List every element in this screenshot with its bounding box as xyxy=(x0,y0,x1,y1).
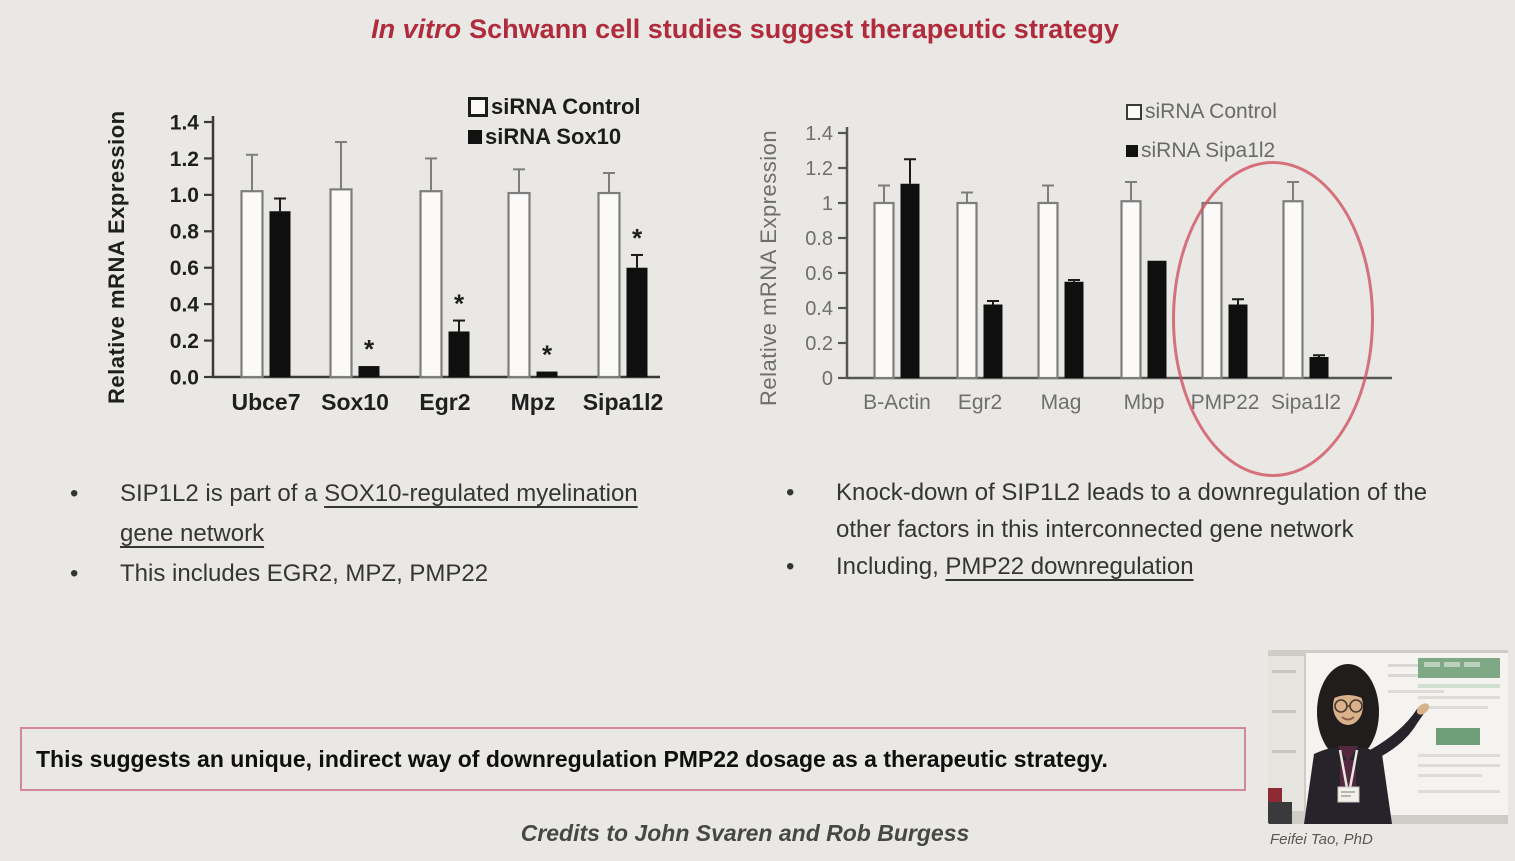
conclusion-box: This suggests an unique, indirect way of… xyxy=(20,727,1246,791)
open-square-icon xyxy=(1126,104,1142,120)
list-item: SIP1L2 is part of a SOX10-regulated myel… xyxy=(70,474,686,554)
svg-text:0: 0 xyxy=(822,368,833,390)
conclusion-text: This suggests an unique, indirect way of… xyxy=(36,745,1108,772)
svg-text:0.2: 0.2 xyxy=(805,333,833,355)
svg-text:1.0: 1.0 xyxy=(170,184,199,207)
right-bullet-list: Knock-down of SIP1L2 leads to a downregu… xyxy=(786,474,1450,585)
svg-text:1: 1 xyxy=(822,193,833,215)
svg-text:0.4: 0.4 xyxy=(170,293,200,316)
svg-text:0.6: 0.6 xyxy=(170,257,199,280)
svg-text:0.6: 0.6 xyxy=(805,263,833,285)
legend-label: siRNA Sox10 xyxy=(485,124,622,149)
svg-text:Sipa1l2: Sipa1l2 xyxy=(583,389,664,415)
svg-text:B-Actin: B-Actin xyxy=(863,391,931,414)
svg-text:0.4: 0.4 xyxy=(805,298,833,320)
sox10-chart-legend: siRNA Control siRNA Sox10 xyxy=(468,94,641,150)
svg-text:1.2: 1.2 xyxy=(805,158,833,180)
pmp22-circle-annotation xyxy=(1172,161,1374,477)
left-bullet-list: SIP1L2 is part of a SOX10-regulated myel… xyxy=(70,474,686,594)
svg-text:Sox10: Sox10 xyxy=(321,389,389,415)
svg-text:Egr2: Egr2 xyxy=(419,389,470,415)
speaker-photo xyxy=(1268,650,1508,824)
open-square-icon xyxy=(468,97,488,117)
bullet-text: Knock-down of SIP1L2 leads to a downregu… xyxy=(836,479,1428,543)
title-italic-segment: In vitro xyxy=(371,14,462,44)
svg-text:Mpz: Mpz xyxy=(511,389,556,415)
bullet-text: SIP1L2 is part of a SOX10-regulated myel… xyxy=(120,480,638,547)
svg-text:Egr2: Egr2 xyxy=(958,391,1002,414)
plot-area: 0.0 0.2 0.4 0.6 0.8 1.0 1.2 1.4 Ubce7 Sox10 Egr2 Mp… xyxy=(100,85,675,430)
svg-text:1.2: 1.2 xyxy=(170,148,199,171)
legend-row: siRNA Control xyxy=(468,94,641,120)
svg-text:*: * xyxy=(454,289,465,319)
svg-text:Mag: Mag xyxy=(1041,391,1082,414)
svg-text:0.0: 0.0 xyxy=(170,366,199,389)
list-item: Knock-down of SIP1L2 leads to a downregu… xyxy=(786,474,1450,548)
speaker-photo-art xyxy=(1268,650,1508,824)
legend-label: siRNA Control xyxy=(1145,100,1277,123)
svg-text:0.8: 0.8 xyxy=(170,221,200,244)
sipa1l2-chart-legend: siRNA Control siRNA Sipa1l2 xyxy=(1126,100,1277,163)
photo-caption: Feifei Tao, PhD xyxy=(1270,831,1373,848)
svg-text:Ubce7: Ubce7 xyxy=(231,389,300,415)
legend-row: siRNA Sox10 xyxy=(468,124,641,150)
sox10-knockdown-chart: Relative mRNA Expression 0.0 0.2 0.4 0.6 0.8… xyxy=(100,85,675,430)
svg-text:*: * xyxy=(364,334,375,364)
filled-square-icon xyxy=(1126,145,1138,157)
underlined-text: SOX10-regulated myelination gene network xyxy=(120,480,638,547)
legend-row: siRNA Control xyxy=(1126,100,1277,124)
svg-text:1.4: 1.4 xyxy=(170,111,200,134)
svg-text:*: * xyxy=(542,340,553,370)
bullet-text: This includes EGR2, MPZ, PMP22 xyxy=(120,560,489,587)
svg-text:0.8: 0.8 xyxy=(805,228,833,250)
svg-text:*: * xyxy=(632,223,643,253)
underlined-text: PMP22 downregulation xyxy=(945,553,1194,580)
legend-label: siRNA Sipa1l2 xyxy=(1141,139,1276,162)
legend-label: siRNA Control xyxy=(491,94,641,119)
list-item: Including, PMP22 downregulation xyxy=(786,548,1450,585)
svg-text:Mbp: Mbp xyxy=(1124,391,1165,414)
list-item: This includes EGR2, MPZ, PMP22 xyxy=(70,554,686,594)
slide-title: In vitro Schwann cell studies suggest the… xyxy=(0,14,1490,45)
filled-square-icon xyxy=(468,130,482,144)
svg-text:1.4: 1.4 xyxy=(805,123,833,145)
credits-line: Credits to John Svaren and Rob Burgess xyxy=(520,820,970,846)
title-main-segment: Schwann cell studies suggest therapeutic… xyxy=(469,14,1119,44)
bullet-text: Including, PMP22 downregulation xyxy=(836,553,1194,580)
legend-row: siRNA Sipa1l2 xyxy=(1126,139,1277,163)
svg-text:0.2: 0.2 xyxy=(170,330,199,353)
